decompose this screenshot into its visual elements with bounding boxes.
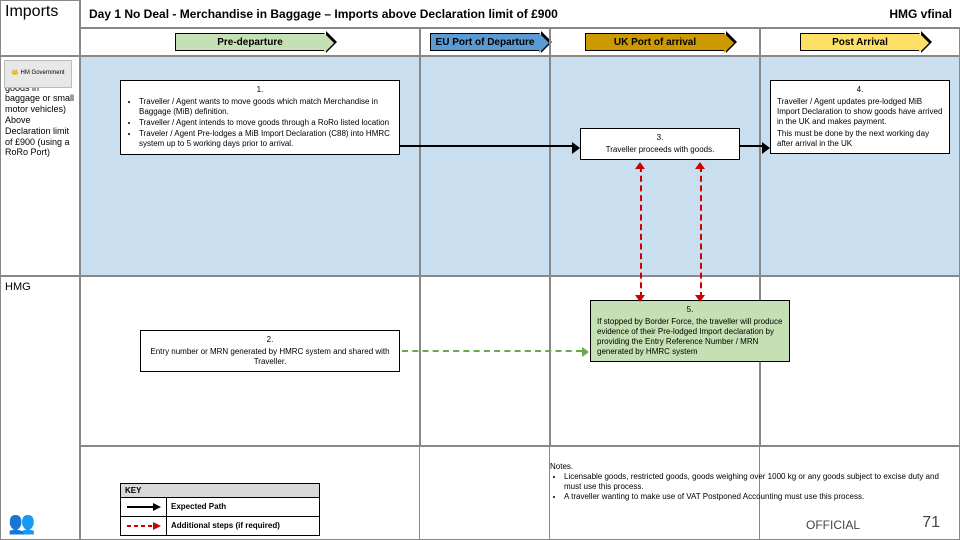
step3-num: 3. bbox=[587, 133, 733, 143]
step3-text: Traveller proceeds with goods. bbox=[587, 145, 733, 155]
step1-list: Traveller / Agent wants to move goods wh… bbox=[127, 97, 393, 149]
arrow-1-to-3 bbox=[400, 145, 572, 147]
version-label: HMG vfinal bbox=[889, 7, 952, 21]
step4-num: 4. bbox=[777, 85, 943, 95]
key-dashed-icon bbox=[121, 517, 167, 535]
phase-euport-arrow: EU Port of Departure bbox=[430, 33, 540, 51]
box-step-5: 5. If stopped by Border Force, the trave… bbox=[590, 300, 790, 362]
hmg-label-text: HMG bbox=[5, 281, 75, 294]
connector-2-to-5 bbox=[402, 350, 582, 352]
step1-item: Traveller / Agent wants to move goods wh… bbox=[139, 97, 393, 117]
section-label: Imports bbox=[0, 0, 80, 56]
box-step-3: 3. Traveller proceeds with goods. bbox=[580, 128, 740, 160]
cell-r5-c3 bbox=[420, 446, 550, 540]
step2-text: Entry number or MRN generated by HMRC sy… bbox=[147, 347, 393, 367]
row-label-hmg: HMG 👑 HM Government bbox=[0, 276, 80, 540]
key-row-additional: Additional steps (if required) bbox=[121, 517, 319, 535]
people-icon: 👥 bbox=[8, 510, 35, 536]
phase-post: Post Arrival bbox=[760, 28, 960, 56]
step2-num: 2. bbox=[147, 335, 393, 345]
classification: OFFICIAL bbox=[806, 518, 860, 532]
phase-ukport: UK Port of arrival bbox=[550, 28, 760, 56]
notes: Notes. Licensable goods, restricted good… bbox=[550, 462, 950, 502]
step1-item: Traveler / Agent Pre-lodges a MiB Import… bbox=[139, 129, 393, 149]
box-step-4: 4. Traveller / Agent updates pre-lodged … bbox=[770, 80, 950, 154]
page-title: Day 1 No Deal - Merchandise in Baggage –… bbox=[89, 7, 558, 21]
title-row: Day 1 No Deal - Merchandise in Baggage –… bbox=[80, 0, 960, 28]
page-number: 71 bbox=[922, 514, 940, 532]
step1-item: Traveller / Agent intends to move goods … bbox=[139, 118, 393, 128]
box-step-2: 2. Entry number or MRN generated by HMRC… bbox=[140, 330, 400, 372]
notes-item: Licensable goods, restricted goods, good… bbox=[564, 472, 950, 492]
phase-ukport-arrow: UK Port of arrival bbox=[585, 33, 725, 51]
cell-r4-c5 bbox=[760, 276, 960, 446]
step4-text1: Traveller / Agent updates pre-lodged MiB… bbox=[777, 97, 943, 127]
notes-item: A traveller wanting to make use of VAT P… bbox=[564, 492, 950, 502]
gov-logo: 👑 HM Government bbox=[4, 60, 72, 88]
arrowhead-up-b bbox=[695, 162, 705, 169]
key-solid-icon bbox=[121, 498, 167, 516]
key-additional-label: Additional steps (if required) bbox=[167, 517, 319, 535]
key-row-expected: Expected Path bbox=[121, 498, 319, 517]
connector-3-5-b bbox=[700, 166, 702, 298]
arrowhead-down-b bbox=[695, 295, 705, 302]
key-legend: KEY Expected Path Additional steps (if r… bbox=[120, 483, 320, 536]
key-header: KEY bbox=[121, 484, 319, 498]
connector-3-5-a bbox=[640, 166, 642, 298]
step5-text: If stopped by Border Force, the travelle… bbox=[597, 317, 783, 357]
step5-num: 5. bbox=[597, 305, 783, 315]
cell-r3-c3 bbox=[420, 56, 550, 276]
row-label-traveller: Traveller (with commercial goods in bagg… bbox=[0, 56, 80, 276]
phase-pre: Pre-departure bbox=[80, 28, 420, 56]
cell-r3-c4 bbox=[550, 56, 760, 276]
phase-euport: EU Port of Departure bbox=[420, 28, 550, 56]
phase-pre-arrow: Pre-departure bbox=[175, 33, 325, 51]
box-step-1: 1. Traveller / Agent wants to move goods… bbox=[120, 80, 400, 155]
arrow-3-to-4 bbox=[740, 145, 762, 147]
notes-header: Notes. bbox=[550, 462, 950, 472]
arrowhead-down-a bbox=[635, 295, 645, 302]
phase-post-arrow: Post Arrival bbox=[800, 33, 920, 51]
key-expected-label: Expected Path bbox=[167, 498, 319, 516]
step4-text2: This must be done by the next working da… bbox=[777, 129, 943, 149]
arrowhead-up-a bbox=[635, 162, 645, 169]
step1-num: 1. bbox=[127, 85, 393, 95]
cell-r4-c3 bbox=[420, 276, 550, 446]
